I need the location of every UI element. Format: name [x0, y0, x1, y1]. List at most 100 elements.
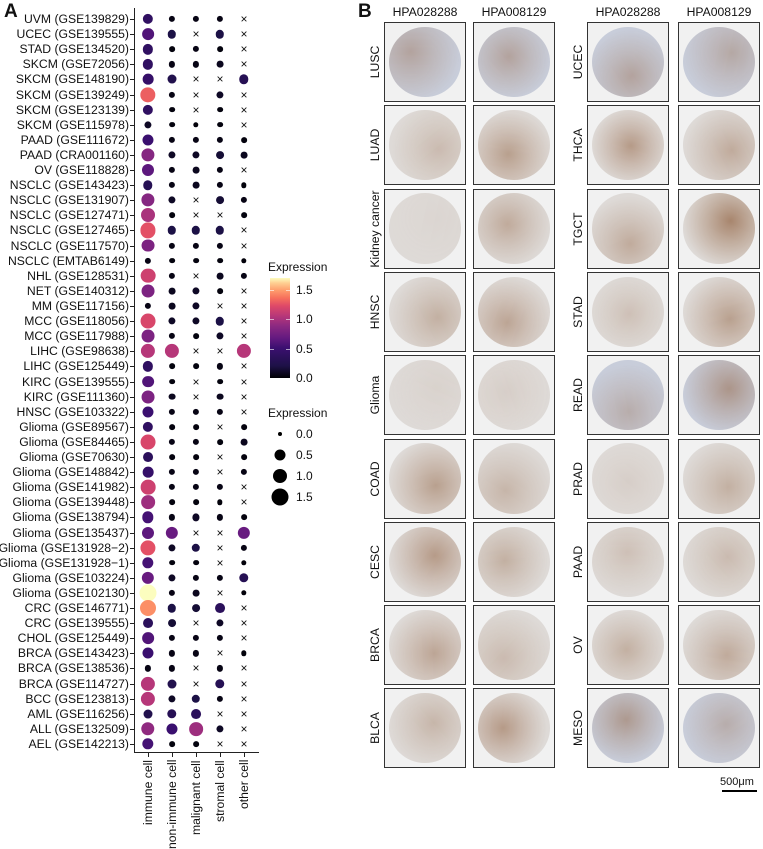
expression-dot — [141, 148, 155, 162]
expression-dot — [216, 408, 224, 415]
expression-dot — [141, 571, 155, 585]
size-legend-dot — [271, 488, 289, 506]
expression-dot — [169, 499, 175, 506]
y-tick — [130, 532, 134, 534]
absent-marker-x-icon: × — [240, 737, 248, 751]
ihc-tissue-image — [384, 105, 466, 186]
expression-dot — [167, 29, 177, 39]
tissue-core — [592, 693, 664, 764]
absent-marker-x-icon: × — [240, 314, 248, 329]
expression-dot — [144, 121, 152, 129]
absent-marker-x-icon: × — [240, 12, 248, 26]
y-tick — [130, 139, 134, 141]
expression-dot — [216, 182, 224, 189]
expression-dot — [192, 635, 200, 642]
expression-dot — [168, 574, 176, 582]
ihc-tissue-image — [678, 188, 760, 269]
absent-marker-x-icon: × — [192, 525, 200, 540]
y-tick-label: SKCM (GSE139249) — [15, 87, 129, 102]
y-tick-label: ALL (GSE132509) — [29, 721, 129, 736]
expression-dot — [142, 28, 154, 40]
y-tick — [130, 381, 134, 383]
ihc-tissue-image — [384, 521, 466, 602]
ihc-tissue-image — [587, 105, 669, 186]
tissue-core — [478, 443, 550, 514]
expression-dot — [168, 393, 176, 400]
expression-dot — [140, 434, 156, 450]
expression-dot — [193, 499, 199, 506]
expression-dot — [217, 106, 223, 113]
absent-marker-x-icon: × — [240, 706, 248, 721]
expression-dot — [193, 454, 199, 460]
expression-dot — [140, 344, 156, 359]
tissue-core — [592, 110, 664, 181]
expression-dot — [142, 406, 154, 418]
expression-dot — [142, 511, 154, 524]
expression-dot — [216, 242, 224, 249]
expression-dot — [193, 333, 199, 340]
y-tick — [130, 487, 134, 489]
y-tick-label: SKCM (GSE115978) — [16, 117, 129, 132]
color-legend-bar — [270, 278, 290, 378]
expression-dot — [140, 313, 156, 329]
expression-dot — [142, 557, 154, 569]
size-legend-label: 1.0 — [296, 469, 313, 483]
y-tick-label: UVM (GSE139829) — [24, 12, 129, 26]
expression-dot — [193, 363, 199, 370]
absent-marker-x-icon: × — [192, 27, 200, 42]
absent-marker-x-icon: × — [216, 706, 224, 721]
x-tick — [148, 753, 149, 757]
y-tick-label: MCC (GSE117988) — [24, 329, 129, 344]
scale-bar-label: 500μm — [720, 776, 754, 788]
expression-dot — [141, 284, 155, 298]
expression-dot — [167, 679, 177, 689]
y-tick-label: BCC (GSE123813) — [25, 691, 129, 706]
expression-dot — [240, 197, 248, 204]
absent-marker-x-icon: × — [192, 72, 200, 87]
y-tick-label: Glioma (GSE148842) — [12, 465, 129, 480]
y-tick — [130, 441, 134, 443]
y-tick-label: PAAD (CRA001160) — [19, 147, 129, 162]
expression-dot — [140, 479, 156, 495]
expression-dot — [240, 544, 248, 551]
y-tick — [130, 260, 134, 262]
antibody-column-header: HPA008129 — [686, 5, 752, 19]
y-tick-label: NSCLC (EMTAB6149) — [7, 253, 129, 268]
tumor-type-label: MESO — [571, 710, 585, 747]
expression-dot — [168, 91, 176, 98]
y-tick — [130, 321, 134, 323]
color-legend-title: Expression — [268, 260, 328, 274]
absent-marker-x-icon: × — [240, 480, 248, 495]
tissue-core — [389, 609, 461, 681]
absent-marker-x-icon: × — [216, 344, 224, 359]
expression-dot — [169, 378, 175, 385]
absent-marker-x-icon: × — [216, 646, 224, 661]
expression-dot — [193, 741, 199, 747]
tissue-core — [683, 526, 755, 597]
expression-dot — [192, 484, 200, 491]
y-tick-label: MM (GSE117156) — [31, 298, 129, 313]
expression-dot — [216, 166, 224, 174]
y-tick-label: Glioma (GSE141982) — [12, 480, 129, 495]
tumor-type-label: Glioma — [368, 375, 382, 415]
y-tick-label: STAD (GSE134520) — [19, 42, 129, 57]
y-axis-labels: UVM (GSE139829) UCEC (GSE139555) STAD (GSE… — [0, 0, 129, 845]
absent-marker-x-icon: × — [192, 208, 200, 223]
tissue-core — [683, 609, 755, 681]
y-tick — [130, 411, 134, 413]
color-legend-tick-label: 1.0 — [296, 312, 313, 327]
expression-dot — [192, 166, 200, 174]
expression-dot — [168, 650, 176, 657]
expression-dot — [168, 182, 176, 189]
expression-dot — [192, 469, 200, 476]
expression-dot — [167, 74, 177, 84]
y-tick — [130, 290, 134, 292]
y-tick-label: Glioma (GSE135437) — [12, 525, 129, 540]
expression-dot — [144, 665, 152, 672]
expression-dot — [143, 618, 153, 629]
x-tick — [220, 753, 221, 757]
expression-dot — [216, 332, 224, 340]
expression-dot — [168, 333, 176, 340]
absent-marker-x-icon: × — [240, 691, 248, 706]
x-axis-line — [134, 752, 259, 754]
